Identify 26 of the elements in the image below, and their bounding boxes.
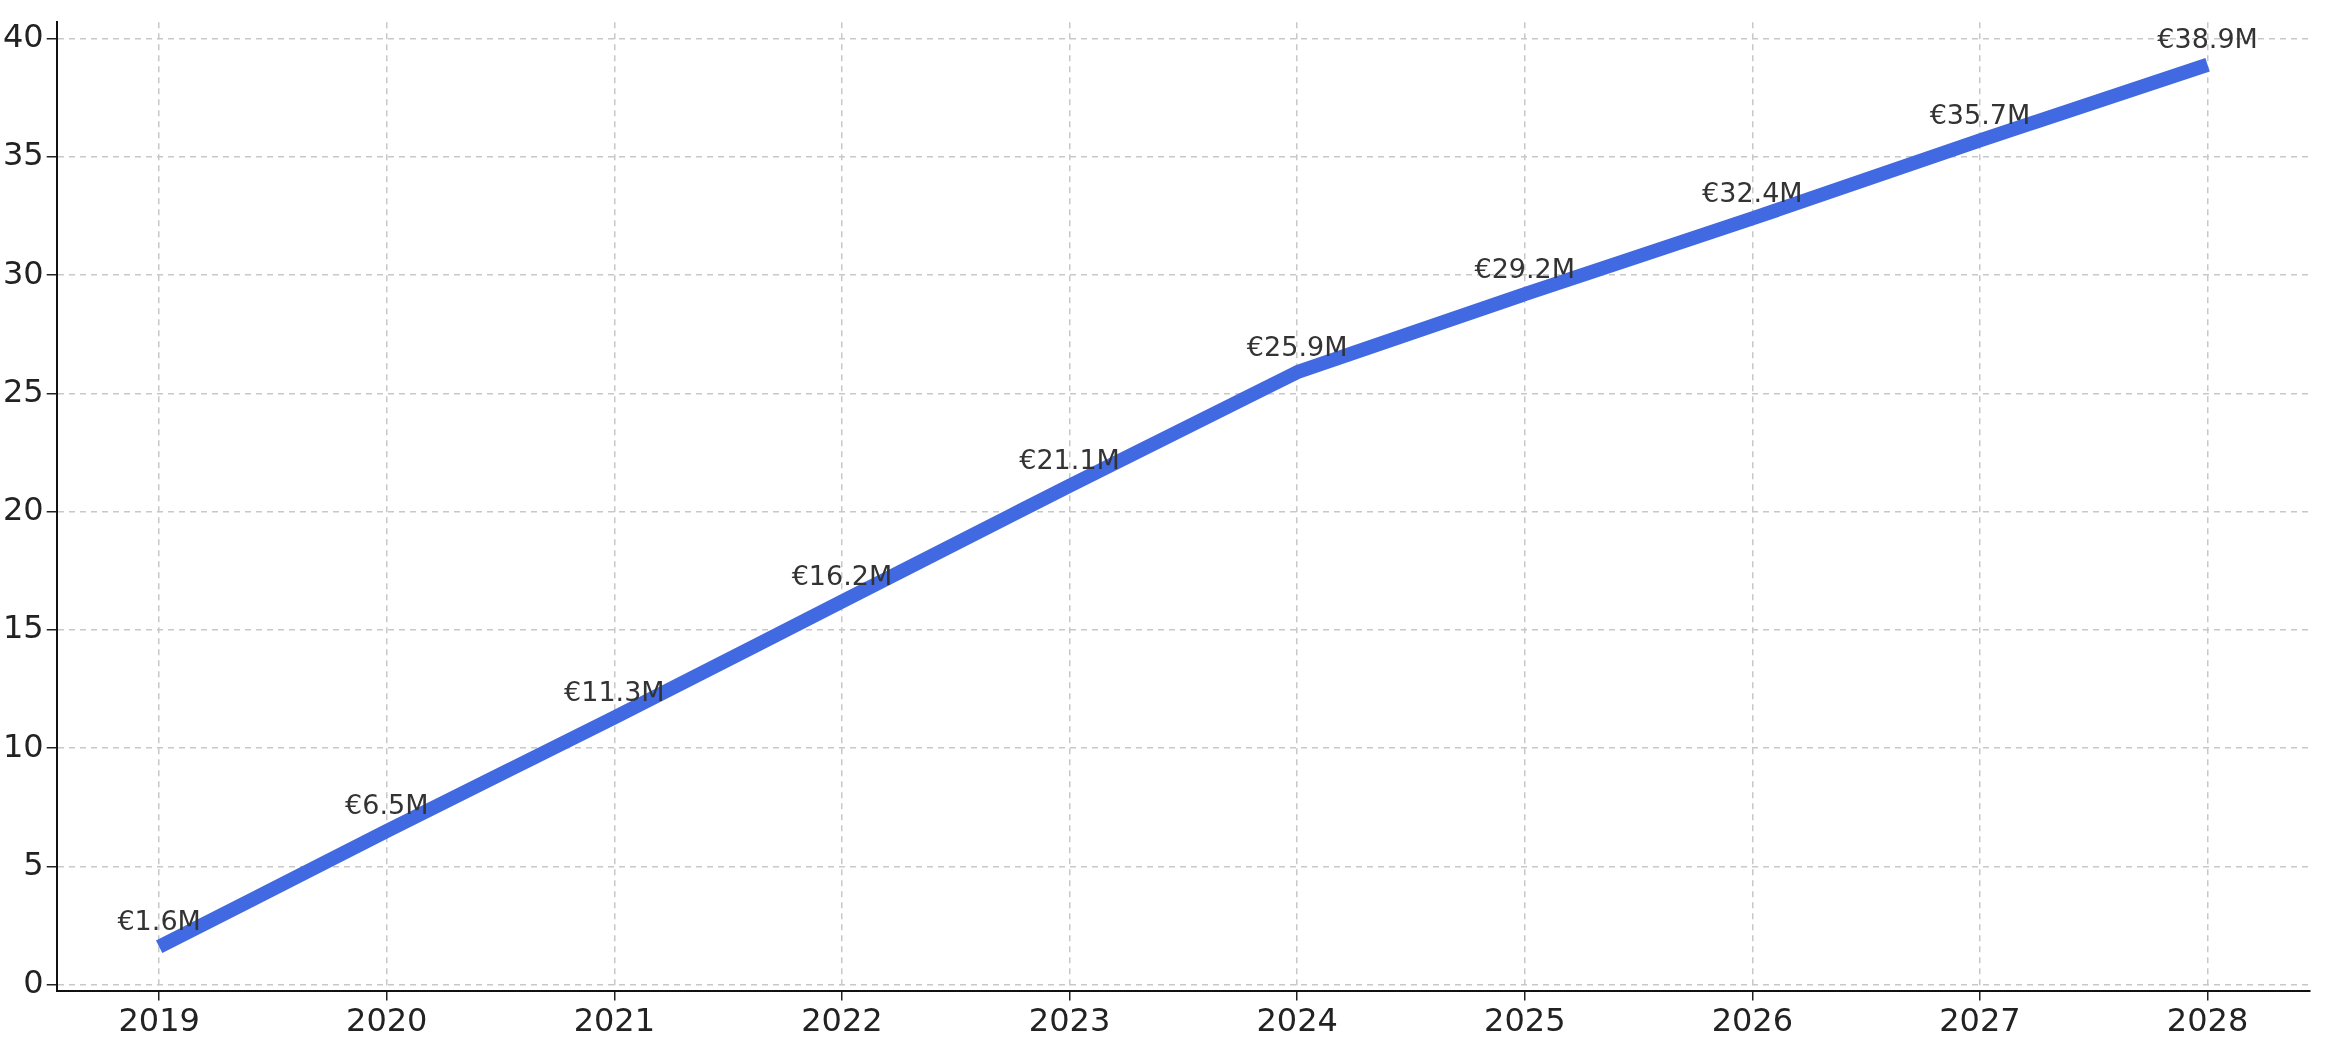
y-tick-label: 35 bbox=[3, 135, 44, 174]
data-label: €25.9M bbox=[1246, 330, 1348, 362]
x-tick-label: 2026 bbox=[1711, 1001, 1794, 1040]
x-tick-label: 2020 bbox=[346, 1001, 428, 1040]
y-tick-label: 5 bbox=[23, 844, 44, 883]
data-label: €29.2M bbox=[1474, 252, 1576, 284]
data-label: €35.7M bbox=[1929, 98, 2031, 130]
x-tick-label: 2022 bbox=[801, 1001, 883, 1040]
x-tick-label: 2025 bbox=[1484, 1001, 1566, 1040]
x-tick-label: 2024 bbox=[1256, 1001, 1338, 1040]
data-label: €1.6M bbox=[117, 905, 201, 937]
y-tick-label: 25 bbox=[3, 371, 44, 410]
x-tick-label: 2019 bbox=[118, 1001, 200, 1040]
x-tick-label: 2023 bbox=[1028, 1001, 1111, 1040]
data-label: €32.4M bbox=[1702, 177, 1803, 208]
y-tick-label: 15 bbox=[3, 608, 44, 647]
y-tick-label: 40 bbox=[3, 17, 44, 56]
x-tick-label: 2027 bbox=[1939, 1001, 2021, 1040]
y-tick-label: 20 bbox=[3, 490, 44, 529]
y-tick-label: 0 bbox=[23, 963, 44, 1001]
data-label: €6.5M bbox=[345, 789, 429, 821]
data-label: €38.9M bbox=[2157, 23, 2258, 55]
x-tick-label: 2028 bbox=[2166, 1001, 2249, 1040]
y-tick-label: 30 bbox=[3, 253, 44, 292]
x-tick-label: 2021 bbox=[573, 1001, 656, 1040]
y-tick-label: 10 bbox=[3, 726, 44, 765]
